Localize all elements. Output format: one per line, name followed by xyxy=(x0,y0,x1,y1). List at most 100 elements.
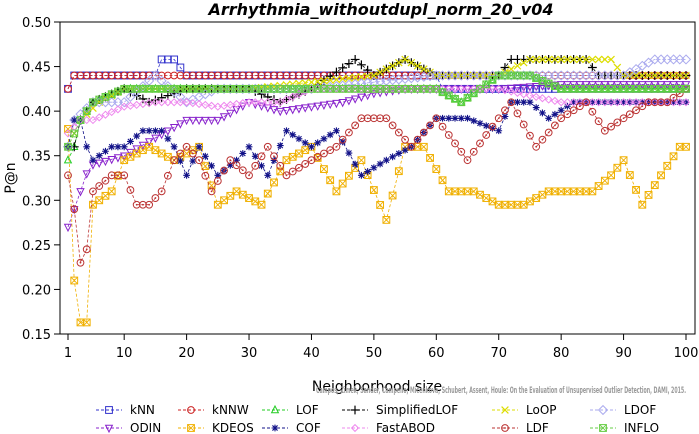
data-point xyxy=(469,84,478,93)
data-point xyxy=(357,114,366,123)
data-point xyxy=(288,167,297,176)
data-point xyxy=(144,138,154,147)
data-point xyxy=(582,85,590,93)
data-point xyxy=(644,191,653,199)
data-point xyxy=(239,85,247,93)
data-point xyxy=(351,160,359,168)
data-point xyxy=(619,85,628,93)
data-point xyxy=(295,135,303,143)
data-point xyxy=(551,55,559,64)
data-point xyxy=(539,109,546,117)
data-point xyxy=(201,85,210,93)
data-point xyxy=(557,55,565,64)
data-point xyxy=(557,187,565,196)
x-tick-label: 1 xyxy=(64,346,72,361)
data-point xyxy=(235,164,238,167)
data-point xyxy=(233,156,240,164)
data-point xyxy=(339,138,347,146)
data-point xyxy=(388,87,397,96)
data-point xyxy=(638,102,647,111)
data-point xyxy=(176,84,185,93)
data-point xyxy=(588,84,597,93)
data-point xyxy=(500,70,510,79)
data-point xyxy=(64,125,72,133)
data-point xyxy=(163,127,173,136)
data-point xyxy=(457,97,466,106)
data-point xyxy=(513,84,522,93)
legend: kNN kNNW LOF SimplifiedLOF LoOP LDOF ODIN KDEOS… xyxy=(96,403,659,434)
data-point xyxy=(501,113,509,120)
data-point xyxy=(682,85,690,93)
data-point xyxy=(457,98,465,106)
data-point xyxy=(606,83,616,93)
data-point xyxy=(76,258,85,267)
data-point xyxy=(438,176,447,184)
data-point xyxy=(457,187,466,196)
plot-area xyxy=(59,21,696,335)
legend-label: ODIN xyxy=(130,421,161,434)
data-point xyxy=(513,71,522,80)
data-point xyxy=(663,83,672,93)
data-point xyxy=(76,318,85,327)
data-point xyxy=(307,103,316,112)
data-point xyxy=(157,93,167,103)
data-point xyxy=(563,83,572,93)
data-point xyxy=(345,128,353,137)
x-tick-label: 60 xyxy=(428,346,445,361)
y-tick-label: 0.20 xyxy=(22,283,51,298)
data-point xyxy=(195,84,203,93)
data-point xyxy=(600,83,610,93)
data-point xyxy=(220,71,228,80)
data-point xyxy=(150,70,161,81)
data-point xyxy=(175,91,186,102)
data-point xyxy=(551,110,559,118)
x-tick-label: 100 xyxy=(674,346,699,361)
data-point xyxy=(535,145,538,148)
data-point xyxy=(270,404,280,414)
data-point xyxy=(132,149,141,158)
data-point xyxy=(89,71,97,80)
data-point xyxy=(419,128,428,137)
data-point xyxy=(264,85,272,93)
data-point xyxy=(263,71,272,80)
data-point xyxy=(526,197,534,206)
x-tick-label: 20 xyxy=(178,346,195,361)
data-point xyxy=(245,85,253,93)
data-point xyxy=(599,424,607,432)
data-point xyxy=(675,71,684,80)
data-point xyxy=(607,171,615,180)
data-point xyxy=(497,117,500,120)
data-point xyxy=(401,71,409,80)
data-point xyxy=(632,186,640,194)
data-point xyxy=(575,102,584,111)
data-point xyxy=(513,200,522,209)
data-point xyxy=(675,83,684,93)
data-point xyxy=(151,85,160,93)
data-point xyxy=(625,83,635,93)
data-point xyxy=(669,84,678,93)
data-point xyxy=(326,131,334,139)
data-point xyxy=(395,58,403,67)
data-point xyxy=(350,405,360,415)
legend-label: COF xyxy=(296,421,321,434)
legend-item-loop: LoOP xyxy=(492,403,557,417)
data-point xyxy=(307,71,316,80)
data-point xyxy=(401,55,409,64)
data-point xyxy=(276,167,285,176)
data-point xyxy=(89,98,97,106)
data-point xyxy=(95,152,103,160)
data-point xyxy=(588,98,597,107)
data-point xyxy=(150,95,160,105)
data-point xyxy=(89,187,97,196)
data-point xyxy=(594,84,603,93)
data-point xyxy=(538,82,547,91)
data-point xyxy=(557,187,566,196)
data-point xyxy=(470,89,478,98)
data-point xyxy=(588,187,597,196)
data-point xyxy=(507,71,515,80)
data-point xyxy=(669,93,678,102)
data-point xyxy=(495,201,503,209)
data-point xyxy=(113,154,123,163)
data-point xyxy=(676,143,684,151)
data-point xyxy=(576,55,584,64)
